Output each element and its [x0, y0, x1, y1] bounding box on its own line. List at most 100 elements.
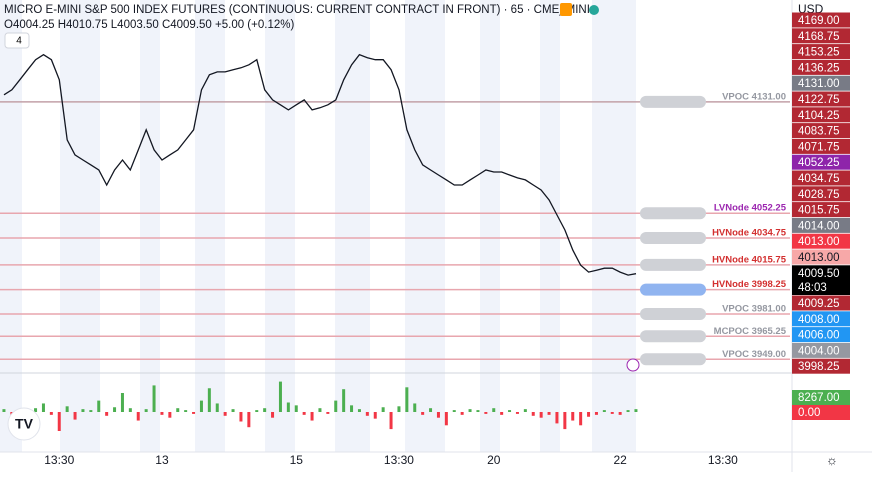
volume-bar	[342, 389, 346, 412]
volume-bar	[105, 412, 109, 416]
volume-bar	[531, 412, 535, 416]
price-tag-label: 4013.00	[798, 252, 840, 264]
price-tag-label: 4122.75	[798, 94, 840, 106]
x-tick-label: 20	[487, 453, 501, 467]
level-label: HVNode 4034.75	[712, 227, 787, 238]
price-tag	[792, 138, 850, 154]
price-tag-label: 4104.25	[798, 110, 840, 122]
volume-bar	[413, 403, 417, 412]
volume-bar	[571, 412, 575, 421]
volume-bar	[476, 410, 480, 412]
level-pill	[640, 308, 706, 321]
x-tick-label: 13:30	[708, 453, 738, 467]
volume-bar	[468, 409, 472, 412]
price-tag-label: 4008.00	[798, 314, 840, 326]
volume-bar	[318, 408, 322, 412]
volume-bar	[602, 410, 606, 412]
price-tag	[792, 107, 850, 123]
level-label: HVNode 4015.75	[712, 254, 787, 265]
volume-bar	[452, 410, 456, 412]
price-tag-label: 4169.00	[798, 15, 840, 27]
level-label: HVNode 3998.25	[712, 279, 787, 290]
price-tag	[792, 233, 850, 249]
volume-bar	[113, 407, 117, 412]
price-tag	[792, 28, 850, 44]
volume-bar	[120, 393, 124, 412]
session-band	[0, 0, 22, 452]
price-tag-label: 4168.75	[798, 31, 840, 43]
volume-bar	[634, 409, 638, 412]
volume-bar	[223, 412, 227, 416]
price-tag	[792, 44, 850, 60]
indicator-toggle[interactable]	[4, 32, 30, 49]
level-label: MCPOC 3965.25	[714, 326, 787, 337]
price-line	[3, 53, 637, 276]
volume-bar	[500, 412, 504, 415]
price-tag-label: 4009.25	[798, 298, 840, 310]
price-tag-label: 4153.25	[798, 47, 840, 59]
price-tag-label: 4083.75	[798, 126, 840, 138]
price-tag	[792, 249, 850, 265]
price-tag-label: 4009.50	[798, 268, 840, 280]
price-tag	[792, 342, 850, 358]
alert-icon	[626, 358, 640, 372]
volume-bar	[286, 402, 290, 412]
price-tag-label: 4013.00	[798, 236, 840, 248]
volume-bar	[97, 400, 101, 412]
volume-bar	[73, 412, 77, 420]
price-tag-label: 3998.25	[798, 361, 840, 373]
volume-bar	[310, 412, 314, 421]
volume-bar	[57, 412, 61, 431]
volume-bar	[278, 381, 282, 412]
volume-bar	[334, 400, 338, 412]
volume-bar	[365, 412, 369, 416]
price-tag-label: 4071.75	[798, 141, 840, 153]
volume-bar	[65, 406, 69, 412]
volume-bar	[326, 412, 330, 414]
price-tag	[792, 265, 850, 281]
zero-tag-label: 0.00	[798, 407, 820, 419]
volume-bar	[2, 409, 6, 412]
level-pill	[640, 207, 706, 220]
price-tag	[792, 12, 850, 28]
x-tick-label: 13:30	[44, 453, 74, 467]
volume-bar	[539, 412, 543, 418]
session-band	[60, 0, 100, 452]
volume-bar	[492, 408, 496, 412]
price-tag	[792, 186, 850, 202]
price-tag	[792, 170, 850, 186]
volume-bar	[373, 412, 377, 419]
price-tag-label: 4136.25	[798, 62, 840, 74]
price-tag	[792, 202, 850, 218]
indicator-count[interactable]: 4	[16, 36, 22, 47]
price-tag	[792, 217, 850, 233]
volume-bar	[152, 385, 156, 412]
settings-icon[interactable]: ☼	[826, 452, 838, 467]
svg-text:TV: TV	[15, 416, 34, 432]
volume-bar	[255, 410, 259, 412]
volume-bar	[128, 408, 132, 412]
volume-bar	[357, 409, 361, 412]
level-pill	[640, 258, 706, 271]
price-tag-label: 4034.75	[798, 173, 840, 185]
price-tag	[792, 327, 850, 343]
level-label: VPOC 4131.00	[722, 91, 786, 102]
price-tag	[792, 59, 850, 75]
level-label: VPOC 3981.00	[722, 304, 786, 315]
ohlc: O4004.25 H4010.75 L4003.50 C4009.50 +5.0…	[4, 19, 294, 31]
volume-bar	[508, 410, 512, 412]
volume-bar	[618, 412, 622, 415]
session-band	[265, 0, 295, 452]
volume-bar	[626, 410, 630, 412]
price-tag-label: 4014.00	[798, 220, 840, 232]
volume-bar	[429, 408, 433, 412]
volume-bar	[89, 410, 93, 412]
level-pill	[640, 95, 706, 108]
flag-icon	[560, 3, 572, 16]
price-tag-label: 4052.25	[798, 157, 840, 169]
volume-bar	[389, 412, 393, 430]
volume-bar	[192, 412, 196, 414]
volume-bar	[405, 387, 409, 412]
volume-bar	[160, 412, 164, 415]
volume-bar	[215, 403, 219, 412]
